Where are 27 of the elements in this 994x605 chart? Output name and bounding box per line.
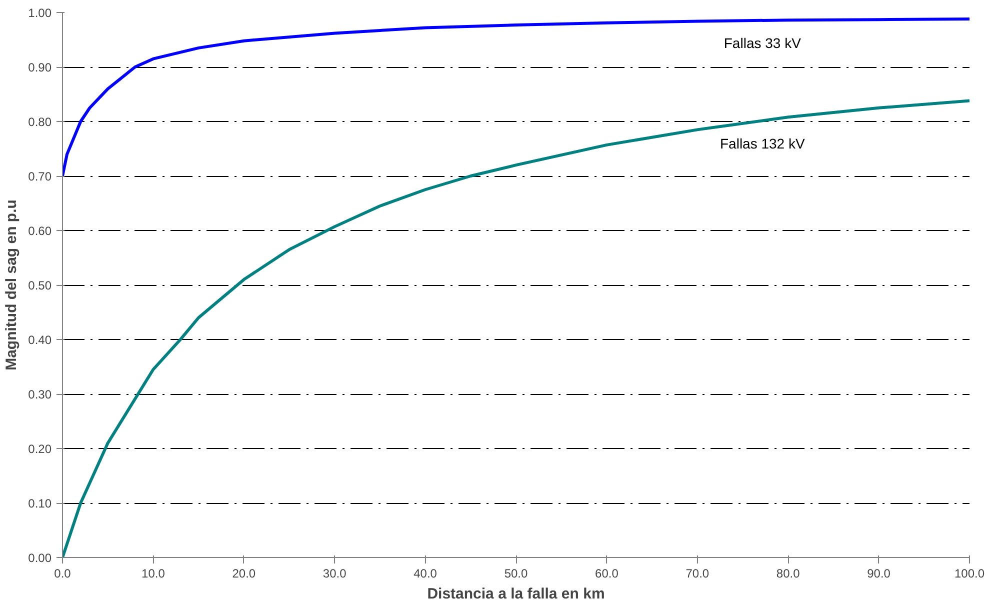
x-tick-label: 40.0 bbox=[414, 566, 438, 580]
x-tick-label: 50.0 bbox=[504, 566, 528, 580]
y-tick-label: 0.80 bbox=[28, 115, 52, 129]
x-tick-label: 100.0 bbox=[954, 566, 985, 580]
y-tick-label: 0.00 bbox=[28, 551, 52, 565]
y-tick-label: 0.70 bbox=[28, 170, 52, 184]
x-tick-label: 80.0 bbox=[776, 566, 800, 580]
x-tick-label: 10.0 bbox=[142, 566, 166, 580]
y-tick-label: 0.90 bbox=[28, 60, 52, 74]
y-tick-label: 1.00 bbox=[28, 6, 52, 20]
y-tick-label: 0.30 bbox=[28, 388, 52, 402]
x-tick-label: 0.0 bbox=[54, 566, 72, 580]
x-axis-title: Distancia a la falla en km bbox=[427, 586, 605, 602]
x-tick-label: 90.0 bbox=[867, 566, 891, 580]
y-axis-title: Magnitud del sag en p.u bbox=[3, 200, 20, 370]
line-series bbox=[62, 18, 970, 178]
y-tick-label: 0.10 bbox=[28, 496, 52, 510]
y-tick-label: 0.60 bbox=[28, 224, 52, 238]
x-tick-label: 30.0 bbox=[322, 566, 347, 580]
y-tick-label: 0.40 bbox=[28, 333, 52, 347]
series-label: Fallas 33 kV bbox=[724, 35, 802, 52]
y-tick-label: 0.50 bbox=[28, 278, 52, 292]
y-tick-label: 0.20 bbox=[28, 442, 52, 456]
x-tick-label: 70.0 bbox=[686, 566, 710, 580]
x-tick-label: 60.0 bbox=[595, 566, 619, 580]
x-tick-label: 20.0 bbox=[232, 566, 256, 580]
series-label: Fallas 132 kV bbox=[720, 136, 806, 152]
